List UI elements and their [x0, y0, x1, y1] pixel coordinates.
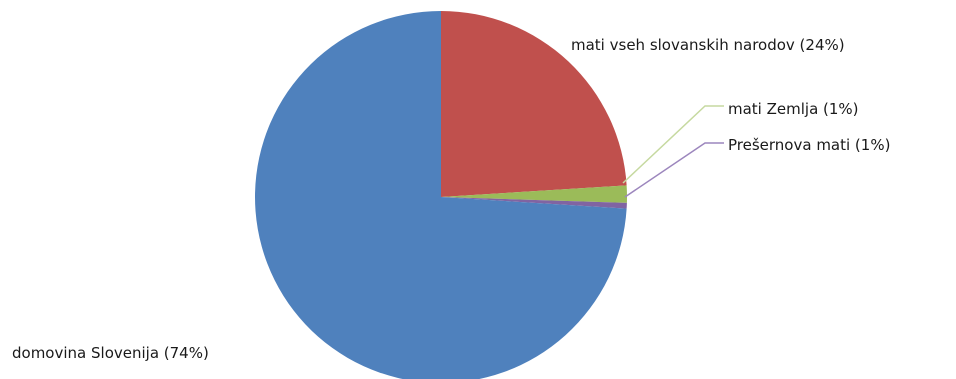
slice-label-zemlja: mati Zemlja (1%) — [728, 100, 859, 118]
slice-slovanskih — [441, 11, 627, 197]
slice-label-slovanskih: mati vseh slovanskih narodov (24%) — [571, 36, 845, 54]
slice-domovina — [255, 11, 627, 379]
slice-label-domovina: domovina Slovenija (74%) — [12, 344, 209, 362]
pie-slices — [255, 11, 627, 379]
slice-presernova — [441, 197, 627, 209]
leader-lines — [622, 105, 724, 198]
leader-line-presernova — [624, 142, 724, 198]
slice-zemlja — [441, 185, 627, 203]
leader-line-zemlja — [622, 105, 724, 184]
slice-label-presernova: Prešernova mati (1%) — [728, 136, 890, 154]
